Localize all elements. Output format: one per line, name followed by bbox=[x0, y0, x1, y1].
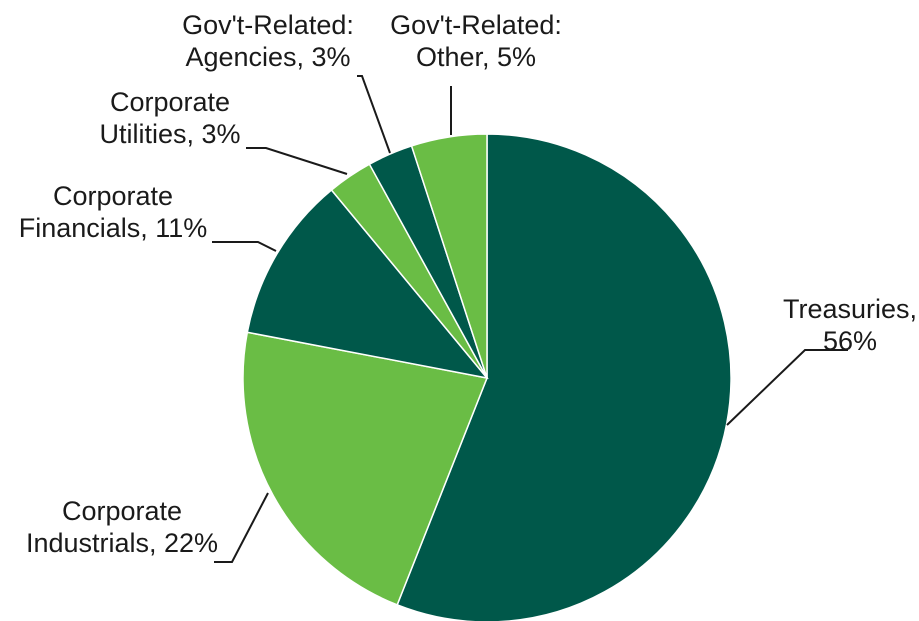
slice-label: Corporate Utilities, 3% bbox=[99, 87, 240, 149]
slice-label-line: Treasuries, bbox=[783, 294, 917, 324]
pie-slice-gov-t-related-other bbox=[410, 133, 488, 379]
slice-label: Gov't-Related: Agencies, 3% bbox=[182, 10, 354, 72]
slice-label-line: Utilities, 3% bbox=[99, 119, 240, 149]
leader-line bbox=[726, 349, 848, 426]
pie-slice-corporate-industrials bbox=[242, 331, 489, 606]
slices-layer bbox=[242, 133, 732, 621]
labels-layer: Treasuries, 56%Corporate Industrials, 22%C… bbox=[19, 10, 917, 563]
slice-label-line: Other, 5% bbox=[416, 42, 536, 72]
leader-line bbox=[212, 241, 277, 252]
leader-line bbox=[246, 147, 348, 175]
slice-label-line: Industrials, 22% bbox=[26, 528, 218, 558]
leader-line bbox=[357, 75, 391, 154]
slice-label-line: Gov't-Related: bbox=[390, 10, 562, 40]
slice-label-line: 56% bbox=[823, 326, 877, 356]
slice-label: Corporate Industrials, 22% bbox=[26, 496, 218, 558]
slice-label-line: Agencies, 3% bbox=[185, 42, 350, 72]
pie-slice-corporate-financials bbox=[246, 188, 489, 380]
slice-label: Corporate Financials, 11% bbox=[19, 181, 208, 243]
slice-label-line: Gov't-Related: bbox=[182, 10, 354, 40]
slice-label: Treasuries, 56% bbox=[783, 294, 917, 356]
slice-label-line: Corporate bbox=[62, 496, 182, 526]
slice-label-line: Corporate bbox=[53, 181, 173, 211]
slice-label-line: Corporate bbox=[110, 87, 230, 117]
slice-label: Gov't-Related: Other, 5% bbox=[390, 10, 562, 72]
slice-label-line: Financials, 11% bbox=[19, 213, 208, 243]
pie-slice-treasuries bbox=[396, 133, 732, 621]
leader-line bbox=[214, 492, 269, 563]
